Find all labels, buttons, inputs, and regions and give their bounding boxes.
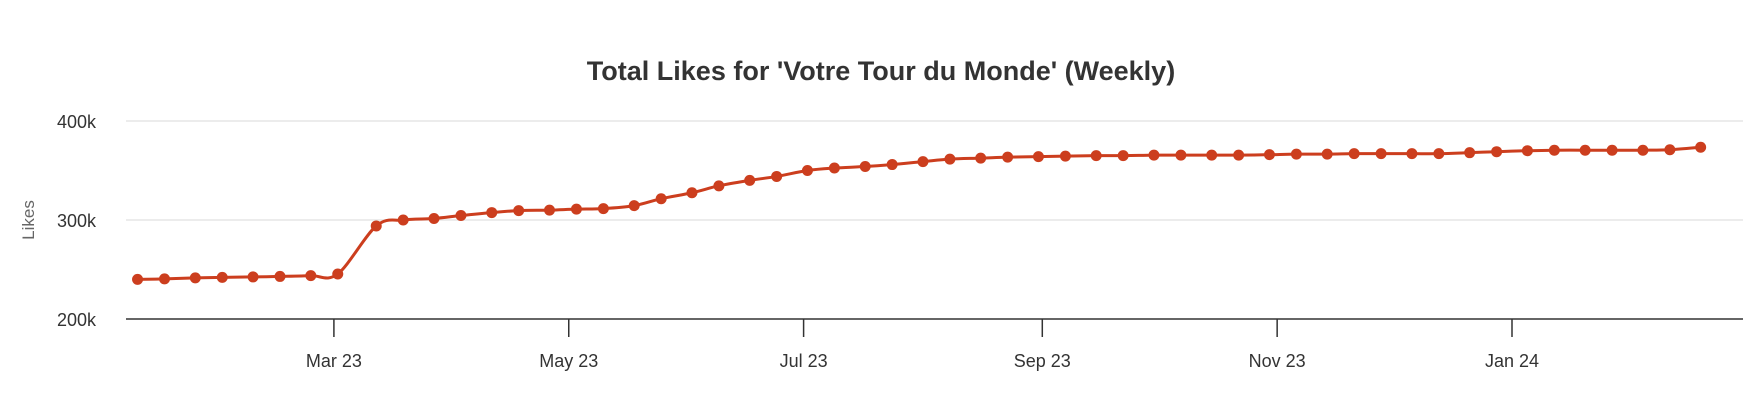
y-tick-label: 300k <box>57 211 97 231</box>
data-point[interactable] <box>1059 150 1071 162</box>
data-point[interactable] <box>544 204 555 216</box>
data-points <box>132 141 1707 285</box>
data-point[interactable] <box>1664 144 1676 156</box>
data-point[interactable] <box>1321 148 1333 160</box>
x-tick-label: Nov 23 <box>1249 351 1306 371</box>
y-axis-ticks: 200k 300k 400k <box>57 112 97 330</box>
data-point[interactable] <box>713 180 725 192</box>
data-point[interactable] <box>189 272 201 284</box>
data-point[interactable] <box>628 200 640 212</box>
data-point[interactable] <box>1464 147 1476 159</box>
data-point[interactable] <box>686 187 698 199</box>
data-point[interactable] <box>247 271 259 283</box>
data-point[interactable] <box>332 268 344 280</box>
data-point[interactable] <box>159 273 170 285</box>
data-point[interactable] <box>655 193 667 205</box>
data-point[interactable] <box>975 152 987 164</box>
data-point[interactable] <box>1491 146 1503 158</box>
data-point[interactable] <box>801 165 813 176</box>
x-tick-label: Jul 23 <box>780 351 828 371</box>
data-point[interactable] <box>1521 145 1533 157</box>
data-point[interactable] <box>1032 151 1044 163</box>
data-point[interactable] <box>944 153 956 165</box>
chart-title: Total Likes for 'Votre Tour du Monde' (W… <box>587 56 1175 86</box>
data-point[interactable] <box>1579 144 1591 156</box>
data-point[interactable] <box>1406 148 1418 160</box>
data-point[interactable] <box>1090 150 1102 162</box>
data-point[interactable] <box>597 203 609 215</box>
data-point[interactable] <box>1375 148 1387 160</box>
data-point[interactable] <box>771 170 783 182</box>
x-tick-label: Mar 23 <box>306 351 362 371</box>
gridlines <box>126 120 1743 221</box>
y-axis-label: Likes <box>19 200 38 240</box>
data-point[interactable] <box>1695 141 1707 153</box>
data-point[interactable] <box>1206 149 1218 161</box>
data-point[interactable] <box>513 205 525 217</box>
data-point[interactable] <box>274 270 286 282</box>
data-point[interactable] <box>216 271 228 283</box>
data-point[interactable] <box>305 270 317 282</box>
data-point[interactable] <box>886 159 898 171</box>
data-point[interactable] <box>397 214 409 226</box>
data-point[interactable] <box>428 213 440 225</box>
data-point[interactable] <box>1290 148 1302 160</box>
data-point[interactable] <box>917 156 929 168</box>
data-point[interactable] <box>1348 148 1360 160</box>
x-tick-label: Sep 23 <box>1014 351 1071 371</box>
data-point[interactable] <box>370 220 382 232</box>
x-tick-label: Jan 24 <box>1485 351 1539 371</box>
data-point[interactable] <box>744 174 756 186</box>
x-tick-label: May 23 <box>539 351 598 371</box>
series-line <box>137 145 1701 281</box>
data-point[interactable] <box>1606 144 1618 156</box>
data-point[interactable] <box>859 161 871 173</box>
data-point[interactable] <box>486 207 498 219</box>
y-tick-label: 400k <box>57 112 97 132</box>
data-point[interactable] <box>1263 149 1275 161</box>
data-point[interactable] <box>828 162 840 174</box>
data-point[interactable] <box>570 203 582 215</box>
data-point[interactable] <box>1433 148 1445 160</box>
data-point[interactable] <box>1002 151 1014 163</box>
data-point[interactable] <box>1148 149 1160 161</box>
data-point[interactable] <box>1233 149 1245 161</box>
data-point[interactable] <box>1175 149 1187 161</box>
x-axis-ticks: Mar 23 May 23 Jul 23 Sep 23 Nov 23 Jan 24 <box>306 319 1539 371</box>
data-point[interactable] <box>132 273 144 285</box>
y-tick-label: 200k <box>57 310 97 330</box>
data-point[interactable] <box>1637 144 1649 156</box>
data-point[interactable] <box>455 210 467 222</box>
data-point[interactable] <box>1548 144 1560 156</box>
data-point[interactable] <box>1117 150 1129 162</box>
